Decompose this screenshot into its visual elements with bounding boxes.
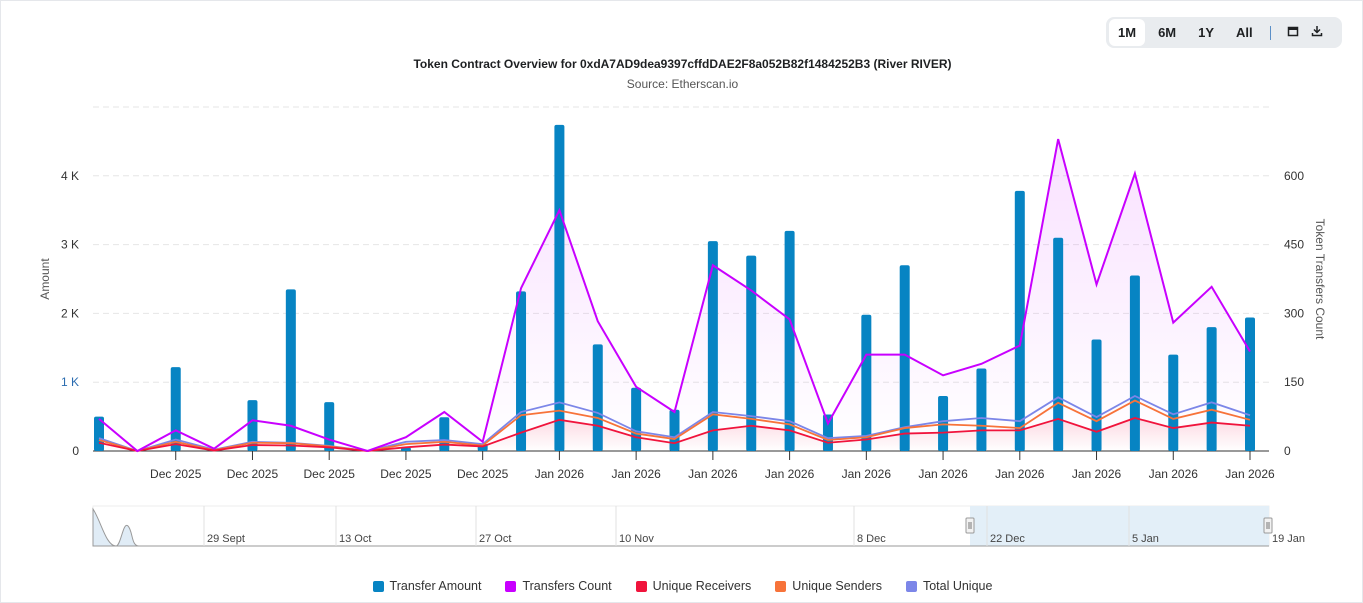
navigator-label: 27 Oct [479, 533, 511, 545]
left-axis-tick-label: 1 K [61, 375, 79, 389]
right-axis-title: Token Transfers Count [1313, 219, 1327, 340]
transfer-amount-bar [746, 255, 757, 451]
legend: Transfer Amount Transfers Count Unique Rec… [1, 579, 1362, 593]
navigator-label: 5 Jan [1132, 533, 1159, 545]
transfer-amount-bar [899, 265, 910, 451]
transfer-amount-bar [976, 368, 987, 451]
right-axis-tick-label: 0 [1284, 444, 1291, 458]
unique-receivers-line [98, 417, 1251, 452]
transfer-amount-bar [861, 314, 872, 451]
transfer-amount-bar [1091, 339, 1102, 451]
transfer-amount-bar [247, 400, 258, 451]
left-axis-tick-label: 2 K [61, 306, 79, 320]
left-axis-title: Amount [38, 258, 52, 300]
legend-label: Transfer Amount [389, 579, 482, 593]
x-axis-tick-label: Jan 2026 [1149, 467, 1199, 481]
transfer-amount-bar [631, 387, 642, 451]
transfer-amount-bar [170, 367, 181, 451]
navigator-label: 29 Sept [207, 533, 245, 545]
range-1m-button[interactable]: 1M [1109, 19, 1146, 46]
transfer-amount-bar [1245, 317, 1255, 451]
toolbar-divider [1269, 25, 1271, 40]
calendar-icon[interactable] [1281, 25, 1305, 40]
transfer-amount-bar [938, 395, 949, 451]
navigator-series [92, 507, 1269, 547]
left-axis-tick-label: 3 K [61, 238, 79, 252]
legend-label: Transfers Count [522, 579, 612, 593]
transfer-amount-bar [707, 241, 718, 451]
legend-item-total-unique[interactable]: Total Unique [905, 579, 993, 593]
legend-swatch [372, 580, 384, 592]
legend-label: Total Unique [922, 579, 993, 593]
x-axis-tick-label: Jan 2026 [765, 467, 815, 481]
transfer-amount-bar [669, 409, 680, 451]
x-axis-tick-label: Dec 2025 [227, 467, 279, 481]
navigator-right-handle[interactable] [1263, 517, 1273, 534]
transfer-amount-bar [784, 230, 795, 451]
legend-swatch [905, 580, 917, 592]
navigator-label: 19 Jan [1272, 533, 1305, 545]
navigator-label: 22 Dec [990, 533, 1025, 545]
x-axis-tick-label: Jan 2026 [611, 467, 661, 481]
unique-senders-line [98, 399, 1251, 452]
x-axis-tick-label: Dec 2025 [304, 467, 356, 481]
x-axis-tick-label: Jan 2026 [1225, 467, 1275, 481]
download-icon[interactable] [1305, 25, 1329, 40]
transfers-count-area [99, 139, 1250, 451]
navigator-label: 10 Nov [619, 533, 654, 545]
right-axis-tick-label: 600 [1284, 169, 1304, 183]
range-6m-button[interactable]: 6M [1158, 25, 1177, 40]
transfer-amount-bar [1129, 275, 1140, 451]
right-axis-tick-label: 300 [1284, 306, 1304, 320]
transfer-amount-bar [1014, 190, 1025, 451]
legend-swatch [505, 580, 517, 592]
legend-item-transfer-amount[interactable]: Transfer Amount [372, 579, 482, 593]
navigator-label: 8 Dec [857, 533, 886, 545]
chart-title: Token Contract Overview for 0xdA7AD9dea9… [413, 57, 952, 71]
legend-swatch [775, 580, 787, 592]
transfer-amount-bar [822, 414, 833, 451]
legend-swatch [635, 580, 647, 592]
transfer-amount-bar [324, 402, 335, 451]
legend-label: Unique Senders [792, 579, 882, 593]
legend-item-unique-receivers[interactable]: Unique Receivers [635, 579, 752, 593]
x-axis-tick-label: Dec 2025 [150, 467, 202, 481]
navigator-left-handle[interactable] [965, 517, 975, 534]
transfer-amount-bar [516, 291, 527, 451]
navigator-selected-range [970, 506, 1269, 546]
transfer-amount-bar [1168, 354, 1179, 451]
x-axis-tick-label: Jan 2026 [1072, 467, 1122, 481]
x-axis-tick-label: Jan 2026 [535, 467, 585, 481]
transfer-amount-bar [592, 344, 603, 451]
unique-receivers-area [99, 417, 1250, 451]
transfers-count-line [98, 138, 1251, 453]
right-axis-tick-label: 450 [1284, 238, 1304, 252]
legend-item-unique-senders[interactable]: Unique Senders [775, 579, 882, 593]
legend-label: Unique Receivers [652, 579, 752, 593]
range-all-button[interactable]: All [1236, 25, 1253, 40]
range-toolbar: 1M 6M 1Y All [1106, 17, 1342, 48]
transfer-amount-bar [554, 124, 565, 451]
x-axis-tick-label: Dec 2025 [457, 467, 509, 481]
x-axis-tick-label: Jan 2026 [918, 467, 968, 481]
navigator-label: 13 Oct [339, 533, 371, 545]
transfer-amount-bar [439, 417, 450, 451]
transfer-amount-bar [285, 289, 296, 451]
x-axis-tick-label: Dec 2025 [380, 467, 432, 481]
left-axis-tick-label: 4 K [61, 169, 79, 183]
x-axis-tick-label: Jan 2026 [688, 467, 738, 481]
transfer-amount-bar [1206, 327, 1217, 451]
x-axis-tick-label: Jan 2026 [842, 467, 892, 481]
x-axis-tick-label: Jan 2026 [995, 467, 1045, 481]
range-1y-button[interactable]: 1Y [1198, 25, 1215, 40]
legend-item-transfers-count[interactable]: Transfers Count [505, 579, 612, 593]
right-axis-tick-label: 150 [1284, 375, 1304, 389]
left-axis-tick-label: 0 [72, 444, 79, 458]
chart-subtitle: Source: Etherscan.io [626, 77, 739, 91]
